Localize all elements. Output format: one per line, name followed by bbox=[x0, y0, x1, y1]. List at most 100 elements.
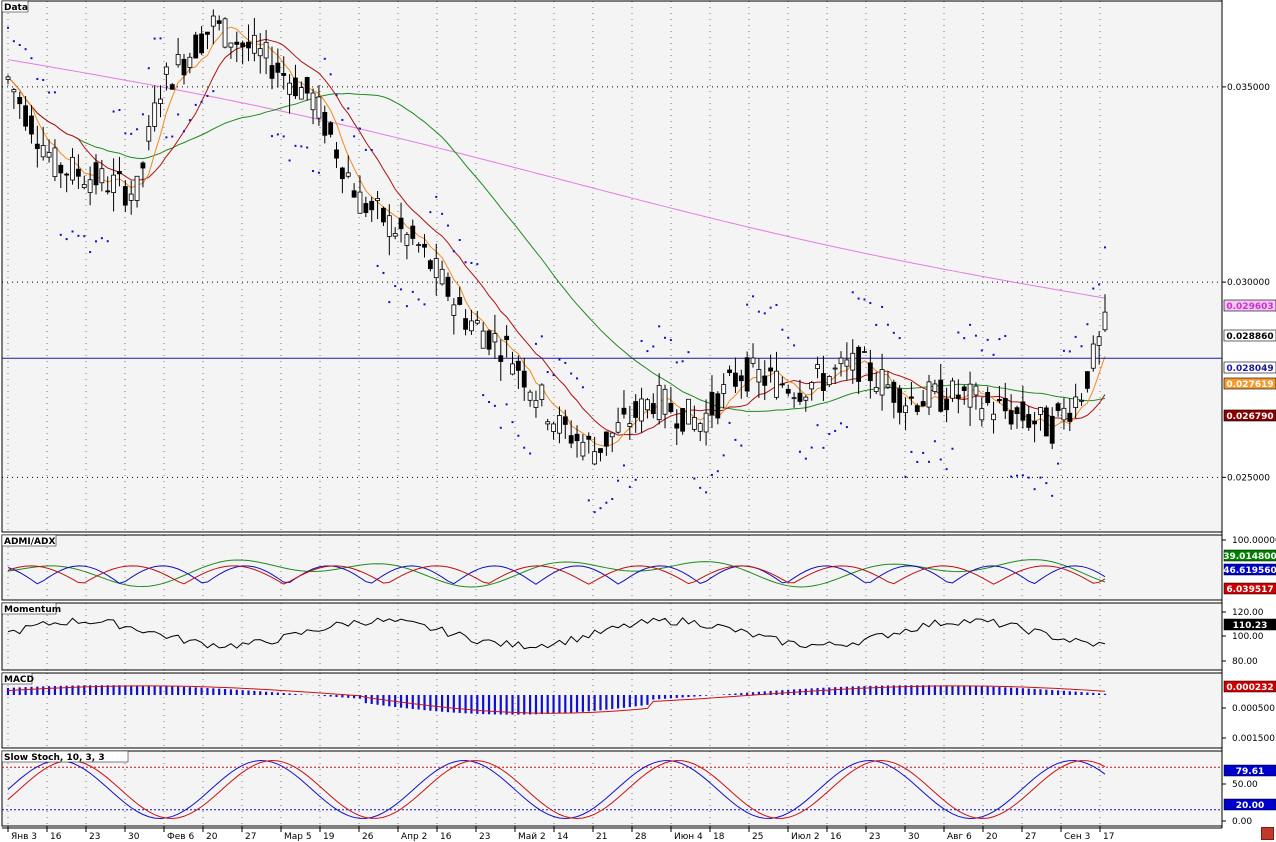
time-label-20: Июл 2 bbox=[791, 832, 820, 842]
sar-dot bbox=[194, 103, 197, 106]
sar-dot bbox=[147, 67, 150, 70]
price-tick-label-0: 0.035000 bbox=[1227, 83, 1270, 93]
sar-dot bbox=[634, 478, 637, 481]
panel-value-badge-1-0 bbox=[1223, 618, 1276, 631]
candle-body bbox=[662, 388, 668, 415]
sar-dot bbox=[628, 485, 631, 488]
sar-dot bbox=[857, 297, 860, 300]
candle-body bbox=[105, 190, 111, 193]
sar-dot bbox=[306, 146, 309, 149]
sar-dot bbox=[675, 361, 678, 364]
sar-dot bbox=[992, 353, 995, 356]
candle-body bbox=[615, 422, 621, 433]
panel-frame-2 bbox=[1, 602, 1223, 671]
sar-dot bbox=[53, 91, 56, 94]
candle-body bbox=[146, 126, 152, 142]
panel-title-main: Data bbox=[4, 3, 28, 13]
candle-body bbox=[234, 41, 240, 45]
sar-dot bbox=[746, 303, 749, 306]
sar-dot bbox=[423, 303, 426, 306]
panel-tick-label-2-0: 0.000500 bbox=[1232, 704, 1275, 714]
sar-dot bbox=[611, 497, 614, 500]
sar-dot bbox=[593, 511, 596, 514]
candle-body bbox=[140, 162, 146, 169]
sar-dot bbox=[945, 468, 948, 471]
sar-dot bbox=[165, 136, 168, 139]
candle-body bbox=[715, 393, 721, 419]
candle-body bbox=[873, 386, 879, 392]
chart-corner-icon[interactable] bbox=[1261, 827, 1274, 840]
candle-body bbox=[768, 367, 774, 372]
candle-body bbox=[562, 416, 568, 425]
price-badge-label-1: 0.028860 bbox=[1226, 332, 1273, 342]
sar-dot bbox=[980, 349, 983, 352]
panel-tick-label-0-0: 100.000000 bbox=[1232, 536, 1276, 546]
sar-dot bbox=[505, 403, 508, 406]
candle-body bbox=[1043, 407, 1049, 437]
sar-dot bbox=[974, 334, 977, 337]
sar-dot bbox=[845, 426, 848, 429]
sar-dot bbox=[7, 26, 9, 29]
sar-dot bbox=[441, 212, 444, 215]
sar-dot bbox=[617, 479, 620, 482]
candle-body bbox=[515, 360, 521, 371]
candle-body bbox=[803, 396, 809, 401]
time-label-28: 17 bbox=[1103, 832, 1114, 842]
time-label-27: Сен 3 bbox=[1064, 832, 1090, 842]
sar-dot bbox=[986, 338, 989, 341]
sar-dot bbox=[552, 374, 555, 377]
sar-dot bbox=[358, 127, 361, 130]
candle-body bbox=[527, 391, 533, 401]
candle-body bbox=[791, 397, 797, 400]
sar-dot bbox=[405, 305, 408, 308]
candle-body bbox=[99, 168, 105, 184]
candle-body bbox=[973, 385, 979, 396]
candle-body bbox=[533, 400, 539, 408]
sar-dot bbox=[1039, 476, 1042, 479]
price-badge-0 bbox=[1223, 299, 1276, 312]
candle-body bbox=[510, 363, 515, 375]
candle-body bbox=[474, 320, 480, 324]
sar-dot bbox=[452, 250, 455, 253]
time-label-22: 23 bbox=[869, 832, 880, 842]
sar-dot bbox=[822, 446, 825, 449]
sar-dot bbox=[834, 429, 837, 432]
sar-dot bbox=[740, 444, 743, 447]
candle-body bbox=[967, 383, 973, 408]
price-badge-3 bbox=[1223, 377, 1276, 390]
sar-dot bbox=[869, 302, 872, 305]
time-label-25: 20 bbox=[986, 832, 998, 842]
sar-dot bbox=[177, 113, 180, 116]
candle-body bbox=[985, 391, 991, 404]
sar-dot bbox=[94, 240, 97, 243]
sar-dot bbox=[429, 211, 432, 214]
sar-dot bbox=[71, 230, 74, 233]
sar-dot bbox=[546, 371, 549, 374]
time-label-5: 20 bbox=[206, 832, 218, 842]
sar-dot bbox=[793, 344, 796, 347]
candle-body bbox=[668, 402, 674, 413]
candle-body bbox=[756, 369, 762, 383]
price-tick-label-2: 0.025000 bbox=[1227, 473, 1270, 483]
sar-dot bbox=[323, 57, 326, 60]
candle-body bbox=[680, 408, 686, 432]
price-badge-1 bbox=[1223, 329, 1276, 342]
candle-body bbox=[287, 82, 292, 95]
candle-body bbox=[504, 335, 510, 341]
sar-dot bbox=[488, 400, 491, 403]
sar-dot bbox=[446, 224, 449, 227]
sar-dot bbox=[534, 342, 537, 345]
candle-body bbox=[193, 34, 199, 59]
sar-dot bbox=[77, 234, 80, 237]
candle-body bbox=[11, 89, 17, 93]
price-badge-label-4: 0.026790 bbox=[1226, 412, 1273, 422]
sar-dot bbox=[212, 90, 215, 93]
sar-dot bbox=[564, 361, 567, 364]
candle-body bbox=[111, 174, 116, 193]
sar-dot bbox=[1074, 335, 1077, 338]
sar-dot bbox=[587, 499, 590, 502]
stoch-line-0 bbox=[7, 760, 1106, 819]
sar-dot bbox=[810, 446, 813, 449]
candle-body bbox=[169, 84, 175, 90]
